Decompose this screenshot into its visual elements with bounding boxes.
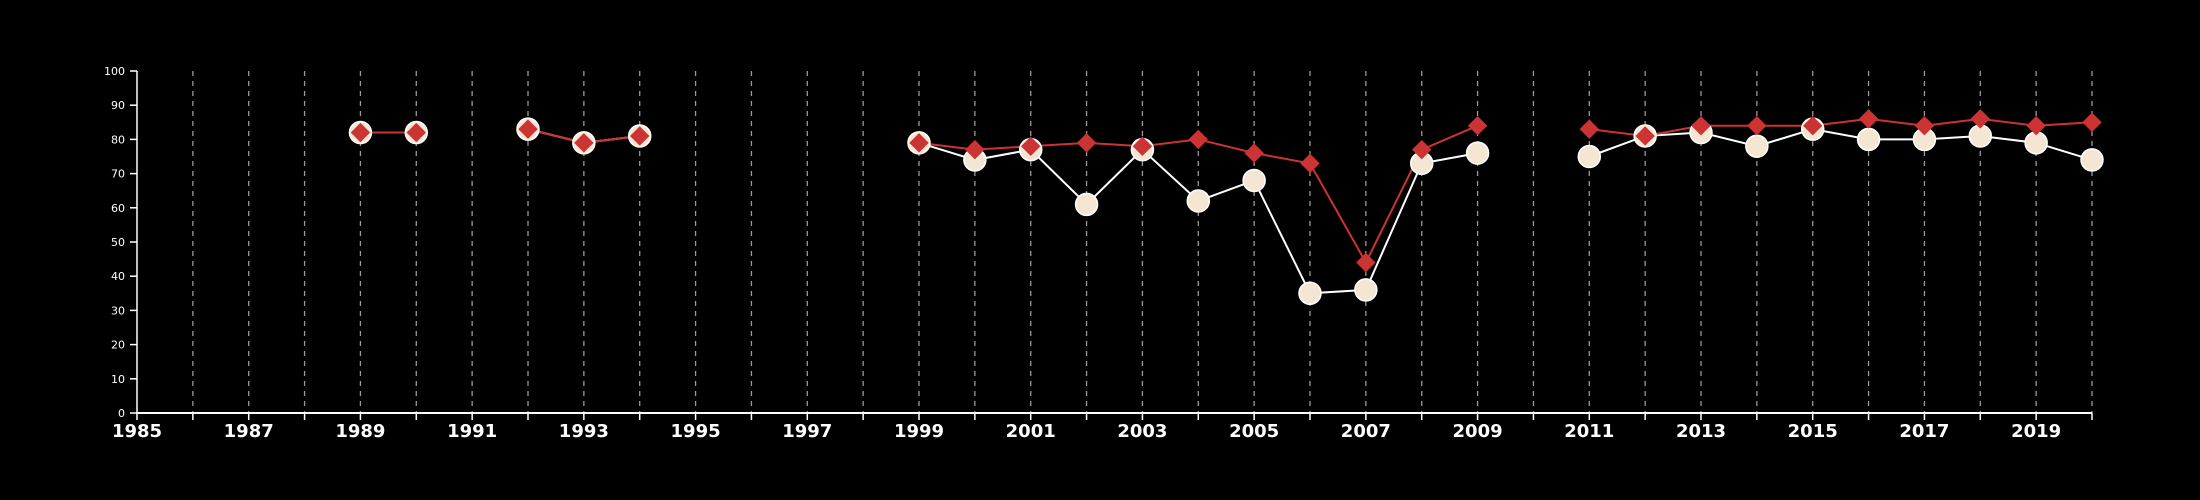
series-2-point-1989 — [350, 122, 371, 143]
x-tick-label-2019: 2019 — [2011, 421, 2061, 442]
series-1-point-2006 — [1298, 281, 1322, 306]
x-tick-label-2005: 2005 — [1229, 421, 1279, 442]
x-tick-label-2007: 2007 — [1341, 421, 1391, 442]
y-tick-label-80: 80 — [111, 133, 125, 146]
series-1-point-2005 — [1242, 168, 1266, 193]
x-tick-label-2017: 2017 — [1899, 421, 1949, 442]
series-2-point-2009 — [1467, 116, 1488, 136]
x-tick-label-1985: 1985 — [112, 421, 162, 442]
axes: 0 10 20 30 40 50 60 70 80 90 100 1985 1987 1989 1991 19… — [104, 65, 2093, 442]
series-2-point-1994 — [630, 126, 650, 146]
y-tick-label-30: 30 — [111, 304, 125, 317]
x-tick-label-1989: 1989 — [335, 421, 385, 442]
gridlines — [192, 71, 2093, 413]
series-1-point-2011 — [1577, 144, 1602, 169]
y-tick-label-20: 20 — [111, 339, 125, 352]
series-1-line-3 — [1588, 128, 2093, 161]
x-tick-label-2011: 2011 — [1564, 421, 1614, 442]
series-2-point-2004 — [1188, 129, 1208, 150]
series-1-point-2014 — [1745, 134, 1769, 158]
series-2-line-3 — [1589, 117, 2093, 137]
series-2-point-1990 — [406, 122, 426, 143]
x-tick-label-2015: 2015 — [1788, 421, 1838, 442]
series-group — [348, 109, 2104, 306]
series-2-point-1999 — [909, 133, 929, 153]
series-2-point-2006 — [1300, 153, 1320, 174]
series-2-point-2018 — [1970, 109, 1990, 129]
series-1-point-2004 — [1186, 189, 1211, 213]
series-2-point-2020 — [2082, 112, 2102, 133]
y-tick-label-40: 40 — [111, 270, 125, 283]
series-1-point-2007 — [1354, 278, 1378, 302]
y-tick-label-50: 50 — [111, 236, 125, 249]
series-2-point-1993 — [574, 133, 594, 153]
series-2-point-2017 — [1914, 116, 1935, 136]
x-tick-label-2001: 2001 — [1006, 421, 1056, 442]
series-2-point-2000 — [965, 139, 985, 160]
x-tick-label-1987: 1987 — [224, 421, 274, 442]
y-tick-label-100: 100 — [104, 65, 125, 78]
x-tick-label-2013: 2013 — [1676, 421, 1726, 442]
series-1-point-2020 — [2080, 148, 2104, 172]
series-1-point-2009 — [1465, 141, 1490, 165]
x-tick-label-1991: 1991 — [447, 421, 497, 442]
series-2-point-2002 — [1076, 133, 1097, 153]
series-1-point-2016 — [1856, 127, 1881, 152]
series-2-point-2015 — [1803, 116, 1823, 136]
y-tick-label-90: 90 — [111, 99, 125, 112]
x-tick-label-1993: 1993 — [559, 421, 609, 442]
series-2-point-2012 — [1635, 126, 1655, 146]
series-2-point-2016 — [1858, 109, 1879, 129]
series-2-point-1992 — [518, 119, 538, 139]
x-tick-label-2009: 2009 — [1453, 421, 1503, 442]
y-tick-label-0: 0 — [118, 407, 125, 420]
x-tick-label-1999: 1999 — [894, 421, 944, 442]
series-2-point-2011 — [1579, 119, 1599, 139]
series-2-point-2019 — [2026, 116, 2046, 136]
series-2-point-2007 — [1356, 252, 1376, 273]
y-tick-label-70: 70 — [111, 168, 125, 181]
y-tick-label-10: 10 — [111, 373, 125, 386]
series-2-point-2008 — [1412, 139, 1432, 160]
y-tick-label-60: 60 — [111, 202, 125, 215]
x-tick-label-2003: 2003 — [1117, 421, 1167, 442]
series-2-point-2013 — [1691, 116, 1711, 136]
series-2-point-2014 — [1747, 116, 1767, 136]
series-2-point-2003 — [1132, 136, 1153, 156]
series-1-point-2002 — [1074, 192, 1099, 217]
series-2-point-2001 — [1021, 136, 1041, 156]
series-2-point-2005 — [1244, 143, 1264, 163]
x-tick-label-1995: 1995 — [671, 421, 721, 442]
x-tick-label-1997: 1997 — [782, 421, 832, 442]
